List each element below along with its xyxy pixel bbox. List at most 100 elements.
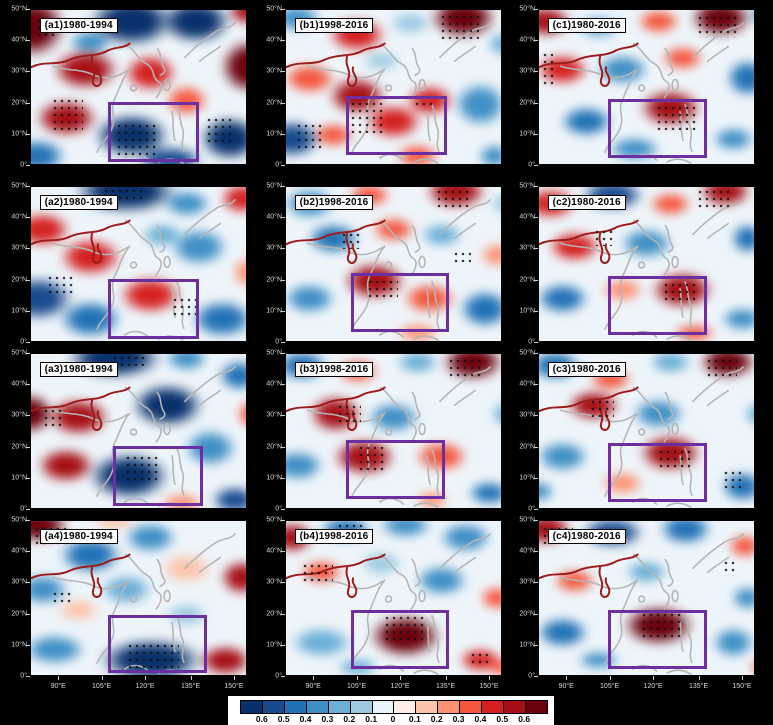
- y-tick-label: 30°N: [11, 67, 27, 75]
- significance-stippling: [112, 355, 148, 367]
- y-tick-mark: [26, 279, 30, 281]
- y-tick-mark: [534, 644, 538, 646]
- y-tick-label: 10°N: [519, 641, 535, 649]
- y-tick-label: 50°N: [266, 5, 282, 13]
- y-tick-mark: [281, 676, 285, 677]
- y-tick-mark: [281, 9, 285, 10]
- y-tick-label: 50°N: [11, 5, 27, 13]
- highlighted-boundary-lines: [31, 42, 131, 87]
- significance-stippling: [384, 616, 428, 645]
- y-tick-mark: [26, 520, 30, 521]
- panel-label: (c1)1980-2016: [547, 17, 626, 33]
- y-tick-mark: [534, 384, 538, 386]
- y-tick-mark: [534, 248, 538, 250]
- y-tick-mark: [534, 446, 538, 448]
- coastline-lines: [51, 22, 236, 164]
- significance-stippling: [543, 53, 557, 87]
- x-tick-label: 90°E: [305, 683, 321, 690]
- y-tick-mark: [534, 415, 538, 417]
- y-tick-label: 50°N: [519, 516, 535, 524]
- y-tick-mark: [534, 40, 538, 42]
- x-tick-label: 150°E: [224, 683, 244, 690]
- y-tick-label: 0°: [528, 161, 535, 169]
- y-tick-mark: [26, 9, 30, 10]
- y-tick-mark: [534, 186, 538, 187]
- significance-stippling: [172, 297, 199, 320]
- y-tick-label: 30°N: [519, 67, 535, 75]
- y-tick-mark: [26, 186, 30, 187]
- colorbar-tick-label: 0.2: [430, 714, 443, 724]
- highlighted-boundary-lines: [286, 42, 386, 87]
- x-tick-mark: [400, 676, 401, 680]
- panel-label: (c2)1980-2016: [547, 194, 626, 210]
- significance-stippling: [706, 358, 737, 379]
- y-tick-label: 40°N: [266, 547, 282, 555]
- map-panel-a3: (a3)1980-1994: [30, 353, 247, 509]
- y-tick-mark: [26, 509, 30, 510]
- y-tick-label: 40°N: [519, 36, 535, 44]
- significance-stippling: [303, 564, 334, 583]
- map-panel-b2: (b2)1998-2016: [285, 186, 502, 342]
- panel-label: (b2)1998-2016: [294, 194, 374, 210]
- coastline-lines: [51, 533, 236, 675]
- colorbar-cell: [284, 701, 307, 713]
- study-region-box: [108, 614, 208, 674]
- y-tick-label: 50°N: [266, 349, 282, 357]
- y-tick-mark: [26, 415, 30, 417]
- y-tick-mark: [281, 582, 285, 584]
- y-tick-mark: [281, 102, 285, 104]
- y-tick-label: 30°N: [266, 411, 282, 419]
- y-tick-label: 40°N: [519, 380, 535, 388]
- colorbar-cell: [372, 701, 395, 713]
- y-tick-label: 10°N: [266, 641, 282, 649]
- study-region-box: [108, 102, 199, 163]
- significance-stippling: [48, 276, 74, 298]
- y-tick-mark: [281, 353, 285, 354]
- colorbar-cell: [328, 701, 351, 713]
- panel-label: (c3)1980-2016: [547, 361, 626, 377]
- x-tick-mark: [609, 676, 611, 680]
- y-tick-mark: [26, 40, 30, 42]
- y-tick-label: 50°N: [11, 349, 27, 357]
- panel-label: (c4)1980-2016: [547, 528, 626, 544]
- y-tick-mark: [534, 342, 538, 343]
- study-region-box: [346, 96, 448, 155]
- y-tick-mark: [281, 477, 285, 479]
- y-tick-mark: [281, 186, 285, 187]
- colorbar-tick-label: 0.6: [255, 714, 268, 724]
- y-tick-mark: [281, 165, 285, 166]
- y-tick-label: 20°N: [266, 99, 282, 107]
- y-tick-label: 10°N: [266, 474, 282, 482]
- y-tick-label: 40°N: [266, 380, 282, 388]
- map-panel-b1: (b1)1998-2016: [285, 9, 502, 165]
- y-tick-label: 0°: [275, 161, 282, 169]
- y-tick-mark: [281, 551, 285, 553]
- x-tick-mark: [488, 676, 490, 680]
- y-tick-label: 0°: [275, 505, 282, 513]
- significance-stippling: [52, 99, 83, 131]
- significance-stippling: [723, 471, 742, 490]
- study-region-box: [346, 440, 446, 499]
- y-tick-mark: [534, 509, 538, 510]
- map-panel-c2: (c2)1980-2016: [538, 186, 755, 342]
- y-tick-label: 0°: [528, 672, 535, 680]
- x-tick-label: 135°E: [181, 683, 201, 690]
- panel-label: (a3)1980-1994: [39, 361, 118, 377]
- significance-stippling: [52, 591, 72, 606]
- colorbar-cell: [525, 701, 547, 713]
- significance-stippling: [350, 102, 385, 134]
- y-tick-label: 0°: [20, 672, 27, 680]
- x-tick-label: 135°E: [689, 683, 709, 690]
- colorbar-cell: [416, 701, 439, 713]
- y-tick-label: 50°N: [519, 349, 535, 357]
- y-tick-mark: [534, 353, 538, 354]
- y-tick-label: 30°N: [11, 578, 27, 586]
- y-tick-mark: [534, 217, 538, 219]
- colorbar-cell: [262, 701, 285, 713]
- x-tick-label: 105°E: [347, 683, 367, 690]
- y-tick-label: 10°N: [11, 641, 27, 649]
- study-region-box: [607, 99, 707, 158]
- y-tick-mark: [534, 102, 538, 104]
- y-tick-label: 40°N: [11, 380, 27, 388]
- y-tick-mark: [534, 165, 538, 166]
